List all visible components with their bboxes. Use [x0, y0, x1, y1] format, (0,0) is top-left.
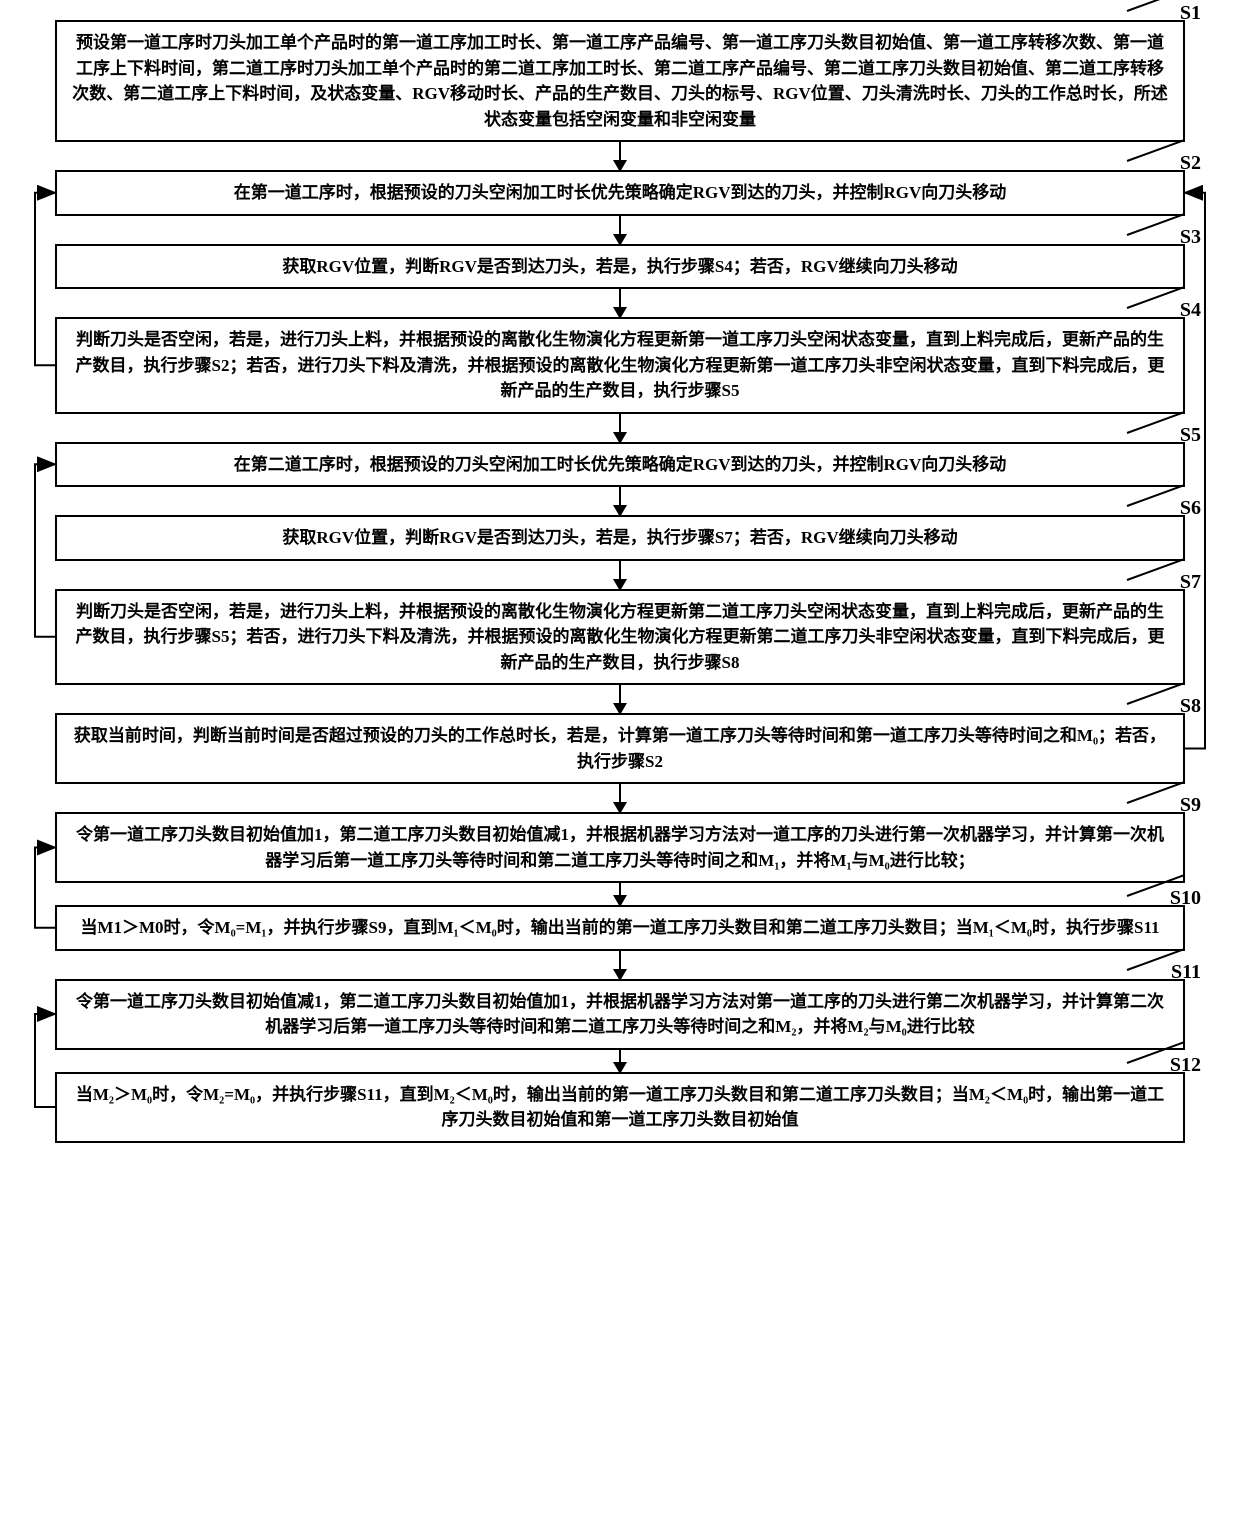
label-connector: [1127, 213, 1184, 235]
step-s2-text: 在第一道工序时，根据预设的刀头空闲加工时长优先策略确定RGV到达的刀头，并控制R…: [234, 183, 1007, 202]
label-connector: [1127, 558, 1184, 580]
arrow-down-icon: [619, 883, 621, 905]
step-s1-text: 预设第一道工序时刀头加工单个产品时的第一道工序加工时长、第一道工序产品编号、第一…: [72, 33, 1168, 129]
arrow-down-icon: [619, 951, 621, 979]
step-s12-box: S12 当M₂＞M₀时，令M₂=M₀，并执行步骤S11，直到M₂＜M₀时，输出当…: [55, 1072, 1185, 1143]
step-s9-box: S9 令第一道工序刀头数目初始值加1，第二道工序刀头数目初始值减1，并根据机器学…: [55, 812, 1185, 883]
step-s3-label: S3: [1180, 222, 1201, 252]
step-s5-text: 在第二道工序时，根据预设的刀头空闲加工时长优先策略确定RGV到达的刀头，并控制R…: [234, 455, 1007, 474]
step-s11-box: S11 令第一道工序刀头数目初始值减1，第二道工序刀头数目初始值加1，并根据机器…: [55, 979, 1185, 1050]
step-s5-box: S5 在第二道工序时，根据预设的刀头空闲加工时长优先策略确定RGV到达的刀头，并…: [55, 442, 1185, 488]
step-s7: S7 判断刀头是否空闲，若是，进行刀头上料，并根据预设的离散化生物演化方程更新第…: [20, 589, 1220, 686]
step-s4-text: 判断刀头是否空闲，若是，进行刀头上料，并根据预设的离散化生物演化方程更新第一道工…: [76, 330, 1165, 400]
step-s9-label: S9: [1180, 790, 1201, 820]
step-s1-label: S1: [1180, 0, 1201, 28]
step-s3-box: S3 获取RGV位置，判断RGV是否到达刀头，若是，执行步骤S4；若否，RGV继…: [55, 244, 1185, 290]
label-connector: [1127, 782, 1184, 804]
step-s12-label: S12: [1170, 1050, 1201, 1080]
step-s5: S5 在第二道工序时，根据预设的刀头空闲加工时长优先策略确定RGV到达的刀头，并…: [20, 442, 1220, 488]
step-s1-box: S1 预设第一道工序时刀头加工单个产品时的第一道工序加工时长、第一道工序产品编号…: [55, 20, 1185, 142]
step-s10-box: S10 当M1＞M0时，令M₀=M₁，并执行步骤S9，直到M₁＜M₀时，输出当前…: [55, 905, 1185, 951]
step-s6: S6 获取RGV位置，判断RGV是否到达刀头，若是，执行步骤S7；若否，RGV继…: [20, 515, 1220, 561]
step-s3-text: 获取RGV位置，判断RGV是否到达刀头，若是，执行步骤S4；若否，RGV继续向刀…: [282, 257, 957, 276]
step-s8-label: S8: [1180, 691, 1201, 721]
step-s10: S10 当M1＞M0时，令M₀=M₁，并执行步骤S9，直到M₁＜M₀时，输出当前…: [20, 905, 1220, 951]
step-s10-label: S10: [1170, 883, 1201, 913]
step-s3: S3 获取RGV位置，判断RGV是否到达刀头，若是，执行步骤S4；若否，RGV继…: [20, 244, 1220, 290]
step-s12: S12 当M₂＞M₀时，令M₂=M₀，并执行步骤S11，直到M₂＜M₀时，输出当…: [20, 1072, 1220, 1143]
step-s4-box: S4 判断刀头是否空闲，若是，进行刀头上料，并根据预设的离散化生物演化方程更新第…: [55, 317, 1185, 414]
label-connector: [1127, 411, 1184, 433]
step-s6-box: S6 获取RGV位置，判断RGV是否到达刀头，若是，执行步骤S7；若否，RGV继…: [55, 515, 1185, 561]
step-s4: S4 判断刀头是否空闲，若是，进行刀头上料，并根据预设的离散化生物演化方程更新第…: [20, 317, 1220, 414]
label-connector: [1127, 140, 1184, 162]
arrow-down-icon: [619, 414, 621, 442]
step-s6-label: S6: [1180, 493, 1201, 523]
step-s8: S8 获取当前时间，判断当前时间是否超过预设的刀头的工作总时长，若是，计算第一道…: [20, 713, 1220, 784]
step-s8-text: 获取当前时间，判断当前时间是否超过预设的刀头的工作总时长，若是，计算第一道工序刀…: [74, 726, 1166, 771]
arrow-down-icon: [619, 142, 621, 170]
arrow-down-icon: [619, 289, 621, 317]
arrow-down-icon: [619, 561, 621, 589]
label-connector: [1127, 485, 1184, 507]
step-s2: S2 在第一道工序时，根据预设的刀头空闲加工时长优先策略确定RGV到达的刀头，并…: [20, 170, 1220, 216]
step-s11-text: 令第一道工序刀头数目初始值减1，第二道工序刀头数目初始值加1，并根据机器学习方法…: [76, 992, 1164, 1037]
arrow-down-icon: [619, 216, 621, 244]
step-s2-label: S2: [1180, 148, 1201, 178]
step-s9: S9 令第一道工序刀头数目初始值加1，第二道工序刀头数目初始值减1，并根据机器学…: [20, 812, 1220, 883]
step-s7-label: S7: [1180, 567, 1201, 597]
label-connector: [1127, 0, 1184, 12]
arrow-down-icon: [619, 685, 621, 713]
label-connector: [1127, 287, 1184, 309]
arrow-down-icon: [619, 1050, 621, 1072]
step-s2-box: S2 在第一道工序时，根据预设的刀头空闲加工时长优先策略确定RGV到达的刀头，并…: [55, 170, 1185, 216]
step-s6-text: 获取RGV位置，判断RGV是否到达刀头，若是，执行步骤S7；若否，RGV继续向刀…: [282, 528, 957, 547]
step-s11: S11 令第一道工序刀头数目初始值减1，第二道工序刀头数目初始值加1，并根据机器…: [20, 979, 1220, 1050]
step-s1: S1 预设第一道工序时刀头加工单个产品时的第一道工序加工时长、第一道工序产品编号…: [20, 20, 1220, 142]
step-s7-text: 判断刀头是否空闲，若是，进行刀头上料，并根据预设的离散化生物演化方程更新第二道工…: [76, 602, 1165, 672]
step-s7-box: S7 判断刀头是否空闲，若是，进行刀头上料，并根据预设的离散化生物演化方程更新第…: [55, 589, 1185, 686]
step-s11-label: S11: [1171, 957, 1201, 987]
step-s12-text: 当M₂＞M₀时，令M₂=M₀，并执行步骤S11，直到M₂＜M₀时，输出当前的第一…: [76, 1085, 1164, 1130]
flowchart-container: S1 预设第一道工序时刀头加工单个产品时的第一道工序加工时长、第一道工序产品编号…: [20, 20, 1220, 1143]
arrow-down-icon: [619, 487, 621, 515]
step-s10-text: 当M1＞M0时，令M₀=M₁，并执行步骤S9，直到M₁＜M₀时，输出当前的第一道…: [80, 918, 1159, 937]
step-s9-text: 令第一道工序刀头数目初始值加1，第二道工序刀头数目初始值减1，并根据机器学习方法…: [76, 825, 1164, 870]
arrow-down-icon: [619, 784, 621, 812]
step-s5-label: S5: [1180, 420, 1201, 450]
step-s4-label: S4: [1180, 295, 1201, 325]
step-s8-box: S8 获取当前时间，判断当前时间是否超过预设的刀头的工作总时长，若是，计算第一道…: [55, 713, 1185, 784]
label-connector: [1127, 683, 1184, 705]
